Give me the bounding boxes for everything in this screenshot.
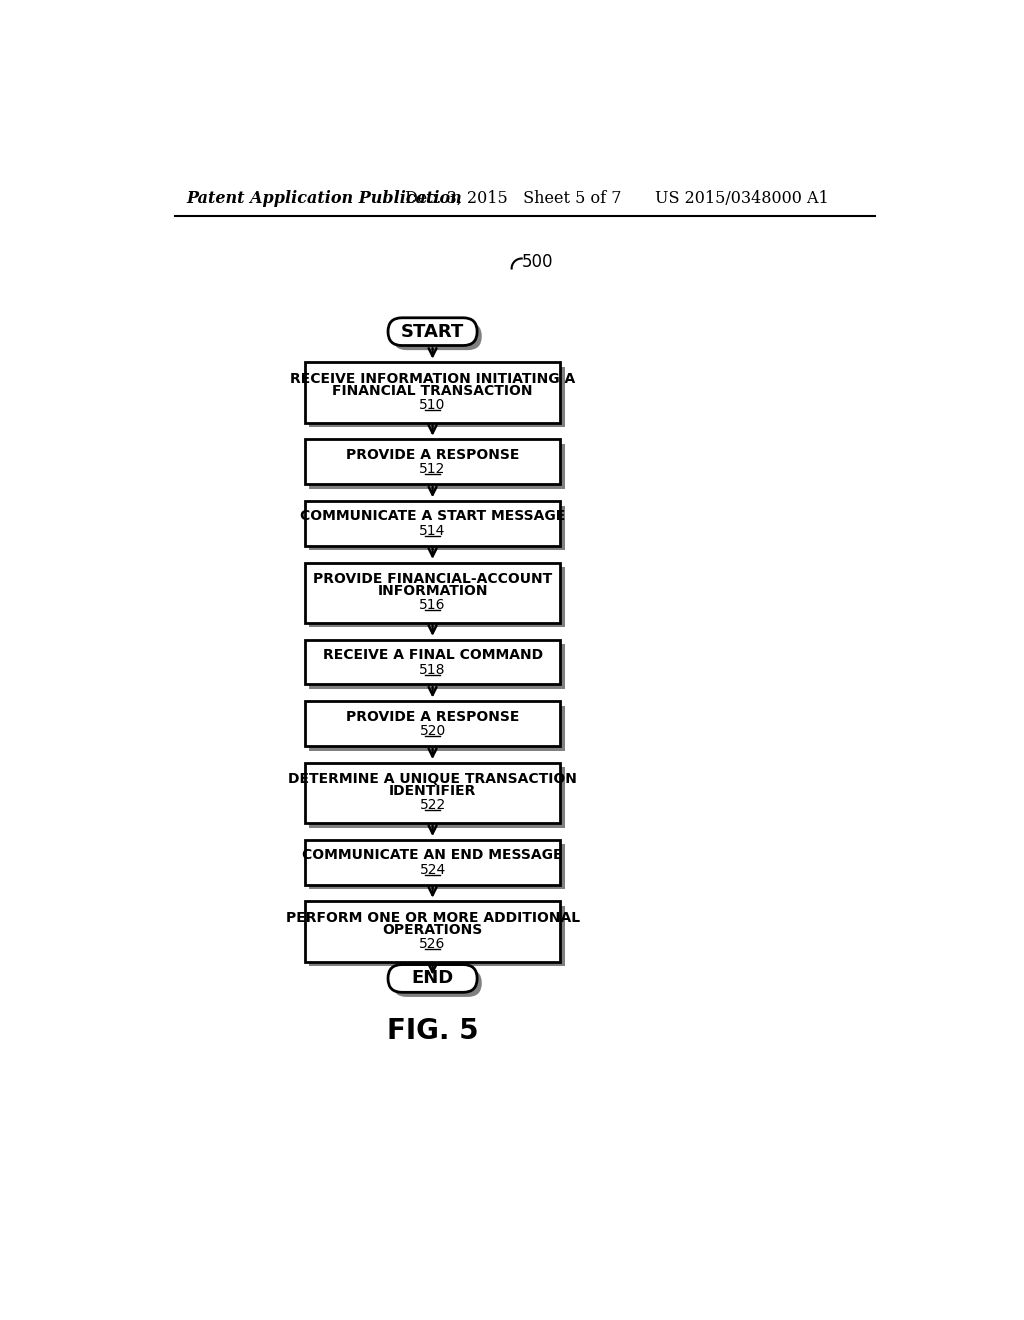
Text: 516: 516 [419, 598, 445, 612]
Bar [305, 701, 560, 746]
Text: OPERATIONS: OPERATIONS [382, 923, 482, 937]
Bar [305, 840, 560, 884]
Text: 524: 524 [420, 863, 445, 876]
Bar [309, 644, 565, 689]
Text: FIG. 5: FIG. 5 [387, 1016, 478, 1045]
Text: COMMUNICATE A START MESSAGE: COMMUNICATE A START MESSAGE [300, 510, 565, 524]
Bar [309, 444, 565, 488]
Bar [309, 845, 565, 890]
Text: START: START [401, 322, 464, 341]
FancyBboxPatch shape [392, 969, 481, 997]
Text: PROVIDE A RESPONSE: PROVIDE A RESPONSE [346, 710, 519, 723]
Text: 520: 520 [420, 725, 445, 738]
Text: RECEIVE A FINAL COMMAND: RECEIVE A FINAL COMMAND [323, 648, 543, 663]
Text: IDENTIFIER: IDENTIFIER [389, 784, 476, 799]
Bar [305, 902, 560, 961]
Text: INFORMATION: INFORMATION [377, 585, 487, 598]
Bar [309, 906, 565, 966]
Bar [305, 763, 560, 822]
Text: 526: 526 [420, 937, 445, 950]
Bar [305, 502, 560, 545]
Bar [305, 640, 560, 684]
Text: 500: 500 [521, 253, 553, 272]
Text: PROVIDE A RESPONSE: PROVIDE A RESPONSE [346, 447, 519, 462]
Text: DETERMINE A UNIQUE TRANSACTION: DETERMINE A UNIQUE TRANSACTION [288, 772, 577, 785]
FancyBboxPatch shape [392, 322, 481, 350]
Text: Dec. 3, 2015   Sheet 5 of 7: Dec. 3, 2015 Sheet 5 of 7 [406, 190, 622, 207]
Text: FINANCIAL TRANSACTION: FINANCIAL TRANSACTION [333, 384, 532, 397]
Text: PROVIDE FINANCIAL-ACCOUNT: PROVIDE FINANCIAL-ACCOUNT [313, 572, 552, 586]
Text: Patent Application Publication: Patent Application Publication [186, 190, 462, 207]
Bar [305, 562, 560, 623]
Bar [309, 367, 565, 428]
Bar [309, 506, 565, 550]
Bar [305, 363, 560, 422]
Text: 518: 518 [419, 663, 445, 677]
Text: 512: 512 [420, 462, 445, 477]
Bar [305, 440, 560, 484]
Text: PERFORM ONE OR MORE ADDITIONAL: PERFORM ONE OR MORE ADDITIONAL [286, 911, 580, 924]
FancyBboxPatch shape [388, 965, 477, 993]
Text: US 2015/0348000 A1: US 2015/0348000 A1 [655, 190, 828, 207]
Text: 510: 510 [420, 397, 445, 412]
Text: END: END [412, 969, 454, 987]
Text: 522: 522 [420, 799, 445, 812]
Bar [309, 706, 565, 751]
Text: RECEIVE INFORMATION INITIATING A: RECEIVE INFORMATION INITIATING A [290, 372, 575, 385]
Text: COMMUNICATE AN END MESSAGE: COMMUNICATE AN END MESSAGE [302, 849, 563, 862]
Bar [309, 568, 565, 627]
FancyBboxPatch shape [388, 318, 477, 346]
Text: 514: 514 [420, 524, 445, 539]
Bar [309, 767, 565, 828]
